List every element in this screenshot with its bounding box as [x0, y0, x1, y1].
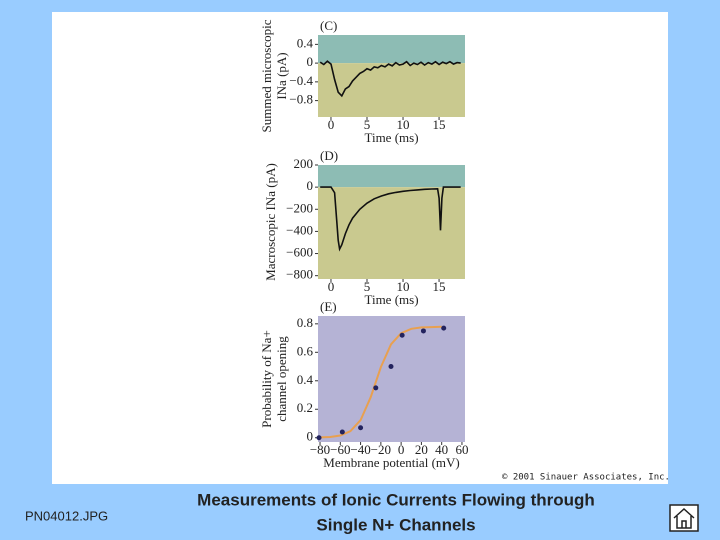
- y-axis-label: Summed microscopic: [259, 19, 274, 132]
- x-tick-label: −20: [371, 442, 391, 457]
- data-point: [420, 328, 426, 334]
- x-tick-label: 40: [435, 442, 448, 457]
- x-tick-label: 0: [398, 442, 405, 457]
- x-tick-label: 5: [364, 117, 371, 132]
- y-tick-label: −0.4: [289, 73, 313, 88]
- y-tick-label: 0.4: [297, 372, 314, 387]
- y-tick-label: −0.8: [289, 92, 313, 107]
- x-tick-label: −40: [350, 442, 370, 457]
- data-point: [388, 364, 394, 370]
- y-tick-label: 0: [307, 178, 314, 193]
- x-axis-label: Membrane potential (mV): [323, 455, 459, 470]
- x-axis-label: Time (ms): [364, 130, 418, 145]
- file-name: PN04012.JPG: [25, 508, 108, 523]
- panel-label: (D): [320, 148, 338, 163]
- data-point: [441, 325, 447, 331]
- lower-band: [318, 187, 465, 279]
- y-axis-label: Probability of Na+: [259, 330, 274, 428]
- trace: [319, 60, 461, 98]
- x-tick-label: 5: [364, 279, 371, 294]
- x-tick-label: 10: [397, 117, 410, 132]
- panel-label: (C): [320, 18, 337, 33]
- panel-label: (E): [320, 299, 337, 314]
- y-tick-label: 0.4: [297, 35, 314, 50]
- data-point: [339, 429, 345, 435]
- plot-background: [318, 316, 465, 442]
- y-tick-label: 0: [307, 429, 314, 444]
- y-tick-label: −800: [286, 267, 313, 282]
- data-point: [399, 332, 405, 338]
- y-axis-label: channel opening: [274, 336, 289, 422]
- y-tick-label: 0.2: [297, 400, 313, 415]
- x-tick-label: 0: [328, 279, 335, 294]
- home-button[interactable]: [669, 504, 699, 532]
- data-point: [373, 385, 379, 391]
- upper-band: [318, 165, 465, 188]
- data-point: [358, 425, 364, 431]
- x-tick-label: 0: [328, 117, 335, 132]
- x-tick-label: 15: [433, 117, 446, 132]
- x-tick-label: 10: [397, 279, 410, 294]
- x-tick-label: 60: [455, 442, 468, 457]
- y-axis-label: INa (pA): [274, 52, 289, 99]
- x-tick-label: −60: [330, 442, 350, 457]
- copyright: © 2001 Sinauer Associates, Inc.: [502, 473, 670, 483]
- charts: 0.4 0 −0.4 −0.8 0 5 10 15 Time (ms) (C) Summed mic…: [259, 18, 468, 470]
- y-tick-label: −200: [286, 200, 313, 215]
- fit-curve: [319, 325, 442, 439]
- data-point: [316, 435, 322, 441]
- y-tick-label: 0.6: [297, 343, 314, 358]
- y-tick-label: −400: [286, 222, 313, 237]
- y-tick-label: 200: [294, 156, 314, 171]
- lower-band: [318, 63, 465, 117]
- upper-band: [318, 35, 465, 64]
- trace: [320, 186, 461, 252]
- slide-title: Single N+ Channels: [316, 515, 475, 534]
- y-tick-label: −600: [286, 245, 313, 260]
- x-axis-label: Time (ms): [364, 292, 418, 307]
- y-axis-label: Macroscopic INa (pA): [263, 163, 278, 281]
- x-tick-label: 20: [415, 442, 428, 457]
- y-tick-label: 0.8: [297, 315, 313, 330]
- x-tick-label: 15: [433, 279, 446, 294]
- x-tick-label: −80: [310, 442, 330, 457]
- y-tick-label: 0: [307, 54, 314, 69]
- slide-title: Measurements of Ionic Currents Flowing t…: [197, 490, 595, 509]
